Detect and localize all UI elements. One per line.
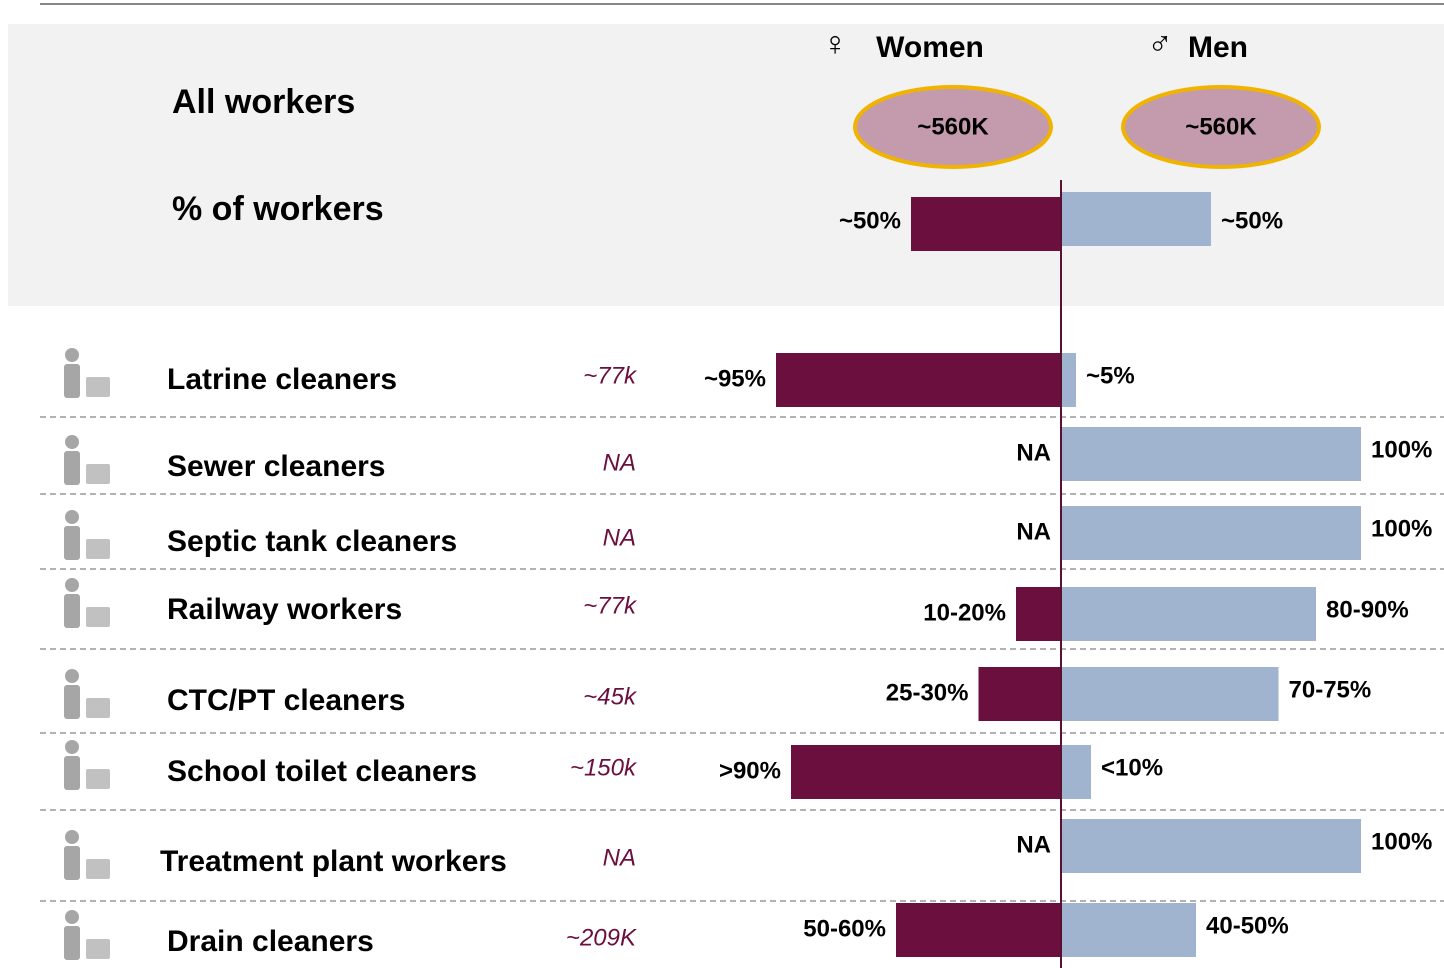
count-label: ~77k xyxy=(583,592,638,619)
row-icon xyxy=(64,685,80,719)
value-label: 100% xyxy=(1371,436,1432,463)
row-icon xyxy=(64,926,80,960)
percent-title: % of workers xyxy=(172,190,384,228)
icons xyxy=(64,348,110,960)
row-icon xyxy=(64,756,80,790)
category-label: Drain cleaners xyxy=(167,925,374,958)
category-label: Sewer cleaners xyxy=(167,450,385,483)
row-icon xyxy=(64,364,80,398)
row-icon xyxy=(86,377,110,397)
bar xyxy=(1061,587,1316,641)
count-label: ~45k xyxy=(583,683,638,710)
category-label: Treatment plant workers xyxy=(160,845,507,878)
legend-label: Men xyxy=(1188,31,1248,64)
bar xyxy=(791,745,1061,799)
bar xyxy=(978,667,1061,721)
value-label: 100% xyxy=(1371,515,1432,542)
overall-bar xyxy=(1061,192,1211,246)
value-label: ~5% xyxy=(1086,362,1135,389)
bar xyxy=(1061,506,1361,560)
bar xyxy=(1061,353,1076,407)
row-icon xyxy=(65,669,79,683)
bar xyxy=(1061,903,1196,957)
bar xyxy=(1061,745,1091,799)
value-label: ~95% xyxy=(704,365,766,392)
category-label: Septic tank cleaners xyxy=(167,525,457,558)
row-icon xyxy=(86,859,110,879)
total-label: ~560K xyxy=(1185,113,1257,140)
category-label: CTC/PT cleaners xyxy=(167,684,405,717)
value-label: 50-60% xyxy=(803,915,886,942)
count-label: ~209K xyxy=(566,924,637,951)
row-icon xyxy=(65,348,79,362)
row-icon xyxy=(65,740,79,754)
total-ellipse xyxy=(1121,85,1321,169)
bar xyxy=(1061,667,1279,721)
value-label: >90% xyxy=(719,757,781,784)
row-icon xyxy=(64,594,80,628)
legend-label: Women xyxy=(876,31,984,64)
row-icon xyxy=(86,607,110,627)
value-label: 10-20% xyxy=(923,599,1006,626)
row-icon xyxy=(65,578,79,592)
value-label: NA xyxy=(1016,439,1051,466)
category-label: Railway workers xyxy=(167,593,402,626)
bar xyxy=(896,903,1061,957)
total-ellipse xyxy=(853,85,1053,169)
bar xyxy=(1061,427,1361,481)
value-label: 40-50% xyxy=(1206,912,1289,939)
category-label: School toilet cleaners xyxy=(167,755,477,788)
count-label: NA xyxy=(603,449,636,476)
legend-symbol: ♀ xyxy=(822,25,848,63)
count-label: NA xyxy=(603,524,636,551)
row-icon xyxy=(86,769,110,789)
legend-symbol: ♂ xyxy=(1147,25,1173,63)
value-label: NA xyxy=(1016,831,1051,858)
category-label: Latrine cleaners xyxy=(167,363,397,396)
value-label: 80-90% xyxy=(1326,596,1409,623)
row-icon xyxy=(64,451,80,485)
bar xyxy=(1016,587,1061,641)
value-label: <10% xyxy=(1101,754,1163,781)
count-label: NA xyxy=(603,844,636,871)
row-icon xyxy=(86,698,110,718)
row-icon xyxy=(64,526,80,560)
row-icon xyxy=(65,830,79,844)
overall-label: ~50% xyxy=(839,207,901,234)
value-label: 70-75% xyxy=(1289,676,1372,703)
overall-label: ~50% xyxy=(1221,207,1283,234)
value-label: 25-30% xyxy=(886,679,969,706)
count-label: ~150k xyxy=(570,754,638,781)
row-icon xyxy=(64,846,80,880)
bar xyxy=(776,353,1061,407)
row-icon xyxy=(86,464,110,484)
value-label: 100% xyxy=(1371,828,1432,855)
count-label: ~77k xyxy=(583,362,638,389)
row-icon xyxy=(86,539,110,559)
summary-title: All workers xyxy=(172,83,355,121)
total-label: ~560K xyxy=(917,113,989,140)
row-icon xyxy=(65,510,79,524)
row-icon xyxy=(86,939,110,959)
overall-bar xyxy=(911,197,1061,251)
row-icon xyxy=(65,435,79,449)
value-label: NA xyxy=(1016,518,1051,545)
bar xyxy=(1061,819,1361,873)
row-icon xyxy=(65,910,79,924)
